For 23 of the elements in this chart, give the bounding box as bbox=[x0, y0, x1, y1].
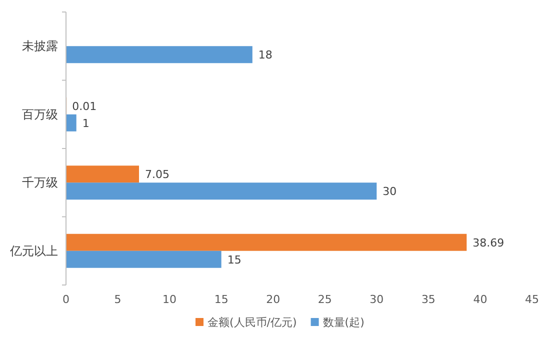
data-label: 7.05 bbox=[145, 168, 170, 182]
x-tick-label: 20 bbox=[266, 293, 280, 306]
data-label: 1 bbox=[82, 116, 90, 130]
x-tick-label: 30 bbox=[370, 293, 384, 306]
legend-label: 金额(人民币/亿元) bbox=[208, 316, 297, 329]
x-tick-label: 35 bbox=[421, 293, 436, 306]
x-tick-label: 10 bbox=[162, 293, 177, 306]
x-tick-label: 25 bbox=[318, 293, 332, 306]
data-label: 0.01 bbox=[72, 100, 97, 113]
x-tick-label: 40 bbox=[473, 293, 488, 306]
y-tick-label: 亿元以上 bbox=[9, 244, 58, 258]
x-tick-label: 0 bbox=[62, 293, 70, 306]
y-tick-label: 百万级 bbox=[22, 107, 58, 122]
y-tick-label: 未披露 bbox=[22, 39, 58, 54]
x-tick-label: 45 bbox=[525, 293, 539, 306]
y-tick-label: 千万级 bbox=[22, 176, 58, 190]
x-tick-label: 5 bbox=[114, 293, 122, 306]
legend-label: 数量(起) bbox=[322, 316, 364, 329]
data-label: 38.69 bbox=[472, 236, 504, 250]
data-label: 18 bbox=[258, 48, 272, 62]
data-label: 30 bbox=[382, 185, 397, 198]
x-tick-label: 15 bbox=[214, 293, 228, 306]
data-label: 15 bbox=[227, 253, 242, 266]
